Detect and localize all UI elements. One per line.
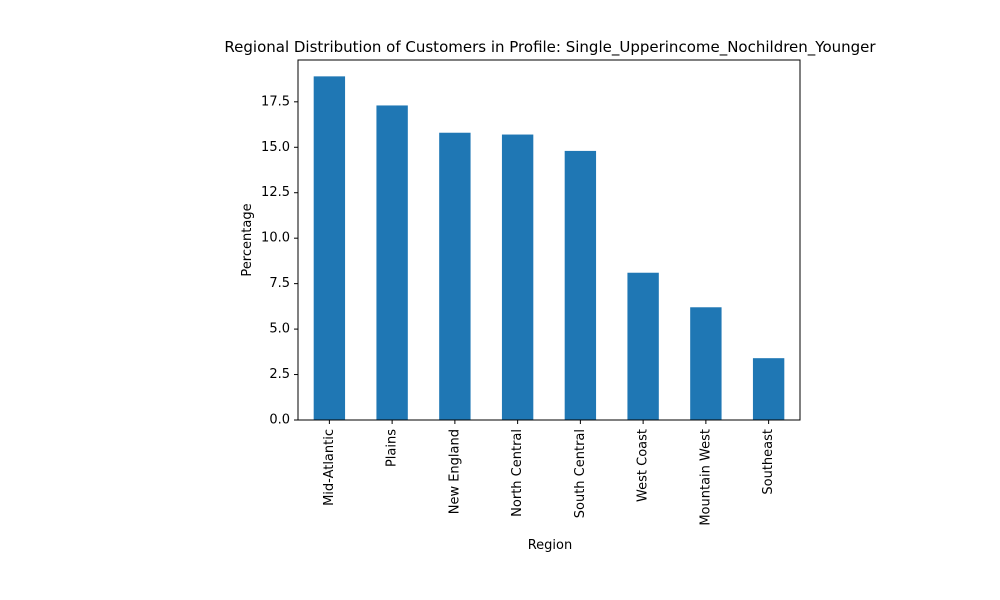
y-axis: 0.0 2.5 5.0 7.5 10.0 12.5 15.0 17.5: [261, 94, 298, 428]
y-tick-label: 17.5: [261, 94, 290, 109]
bar-south-central: [564, 150, 597, 420]
x-tick-label: Plains: [385, 429, 400, 467]
bar-plains: [376, 105, 408, 421]
y-tick-label: 15.0: [261, 140, 290, 155]
x-tick-label: Southeast: [761, 429, 776, 495]
chart-title: Regional Distribution of Customers in Pr…: [224, 38, 876, 57]
y-tick-label: 10.0: [261, 231, 290, 246]
y-tick-label: 0.0: [269, 413, 290, 428]
x-axis: Mid-Atlantic Plains New England North Centr…: [322, 420, 776, 526]
bar-mountain-west: [690, 307, 722, 420]
x-tick-label: Mountain West: [698, 429, 713, 526]
y-tick-label: 12.5: [261, 185, 290, 200]
bar-west-coast: [627, 272, 659, 420]
y-tick-label: 2.5: [269, 367, 290, 382]
y-axis-label: Percentage: [240, 203, 255, 276]
bar-southeast: [752, 358, 785, 420]
plot-frame: [297, 59, 801, 421]
bars-group: [313, 76, 785, 421]
x-tick-label: Mid-Atlantic: [322, 429, 337, 506]
y-tick-label: 7.5: [269, 276, 290, 291]
bar-new-england: [439, 132, 471, 420]
x-tick-label: South Central: [573, 429, 588, 518]
bar-mid-atlantic: [313, 76, 346, 420]
x-axis-label: Region: [528, 538, 573, 553]
x-tick-label: West Coast: [636, 429, 651, 502]
x-tick-label: North Central: [510, 429, 525, 517]
bar-north-central: [501, 134, 534, 420]
x-tick-label: New England: [447, 429, 462, 514]
y-tick-label: 5.0: [269, 322, 290, 337]
